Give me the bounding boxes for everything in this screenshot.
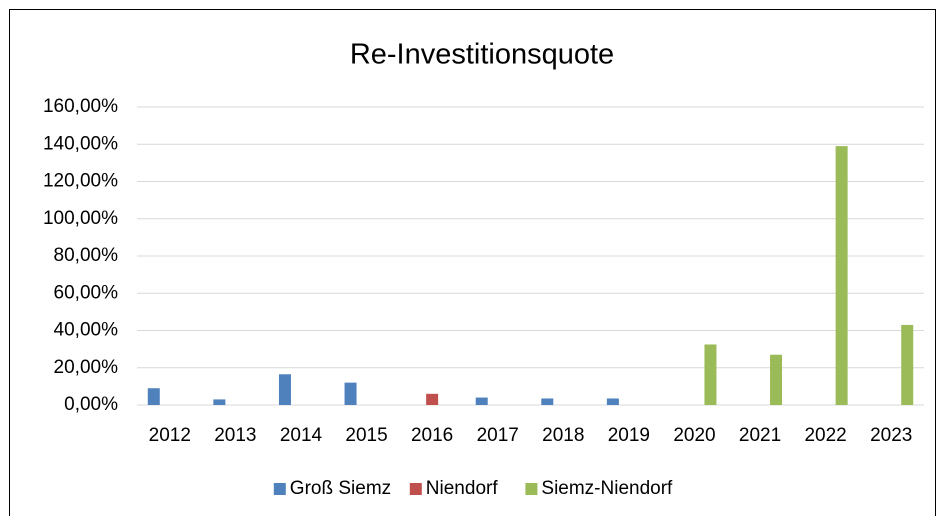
x-tick-label: 2023	[870, 425, 912, 446]
x-tick-label: 2017	[477, 425, 519, 446]
x-tick-label: 2013	[214, 425, 256, 446]
y-tick-label: 160,00%	[43, 96, 118, 117]
y-tick-label: 140,00%	[43, 133, 118, 154]
x-tick-label: 2016	[411, 425, 453, 446]
chart-border	[9, 9, 936, 516]
bar	[147, 388, 160, 405]
x-tick-label: 2012	[149, 425, 191, 446]
bar	[770, 354, 783, 405]
y-tick-label: 120,00%	[43, 171, 118, 192]
x-tick-label: 2014	[280, 425, 323, 446]
bar	[606, 398, 619, 405]
y-tick-label: 40,00%	[54, 320, 119, 341]
bar	[901, 324, 914, 405]
x-tick-label: 2022	[804, 425, 846, 446]
x-tick-label: 2021	[739, 425, 781, 446]
bar	[213, 399, 226, 405]
legend-label: Niendorf	[426, 478, 499, 499]
x-tick-label: 2015	[345, 425, 387, 446]
bar	[344, 382, 357, 405]
x-tick-label: 2018	[542, 425, 584, 446]
x-tick-label: 2019	[608, 425, 650, 446]
bar	[541, 398, 554, 405]
legend-swatch	[409, 483, 422, 495]
legend-swatch	[525, 483, 538, 495]
bar	[475, 397, 488, 405]
y-tick-label: 20,00%	[54, 357, 119, 378]
legend-label: Groß Siemz	[290, 478, 391, 499]
chart-title: Re-Investitionsquote	[350, 39, 614, 71]
y-tick-label: 0,00%	[64, 394, 118, 415]
y-tick-label: 60,00%	[54, 282, 119, 303]
bar	[278, 374, 291, 405]
bar	[704, 344, 717, 405]
legend-swatch	[273, 483, 286, 495]
x-tick-label: 2020	[673, 425, 715, 446]
bar	[835, 146, 848, 406]
y-tick-label: 100,00%	[43, 208, 118, 229]
bar	[426, 393, 439, 405]
y-tick-label: 80,00%	[54, 245, 119, 266]
legend-label: Siemz-Niendorf	[541, 478, 673, 499]
